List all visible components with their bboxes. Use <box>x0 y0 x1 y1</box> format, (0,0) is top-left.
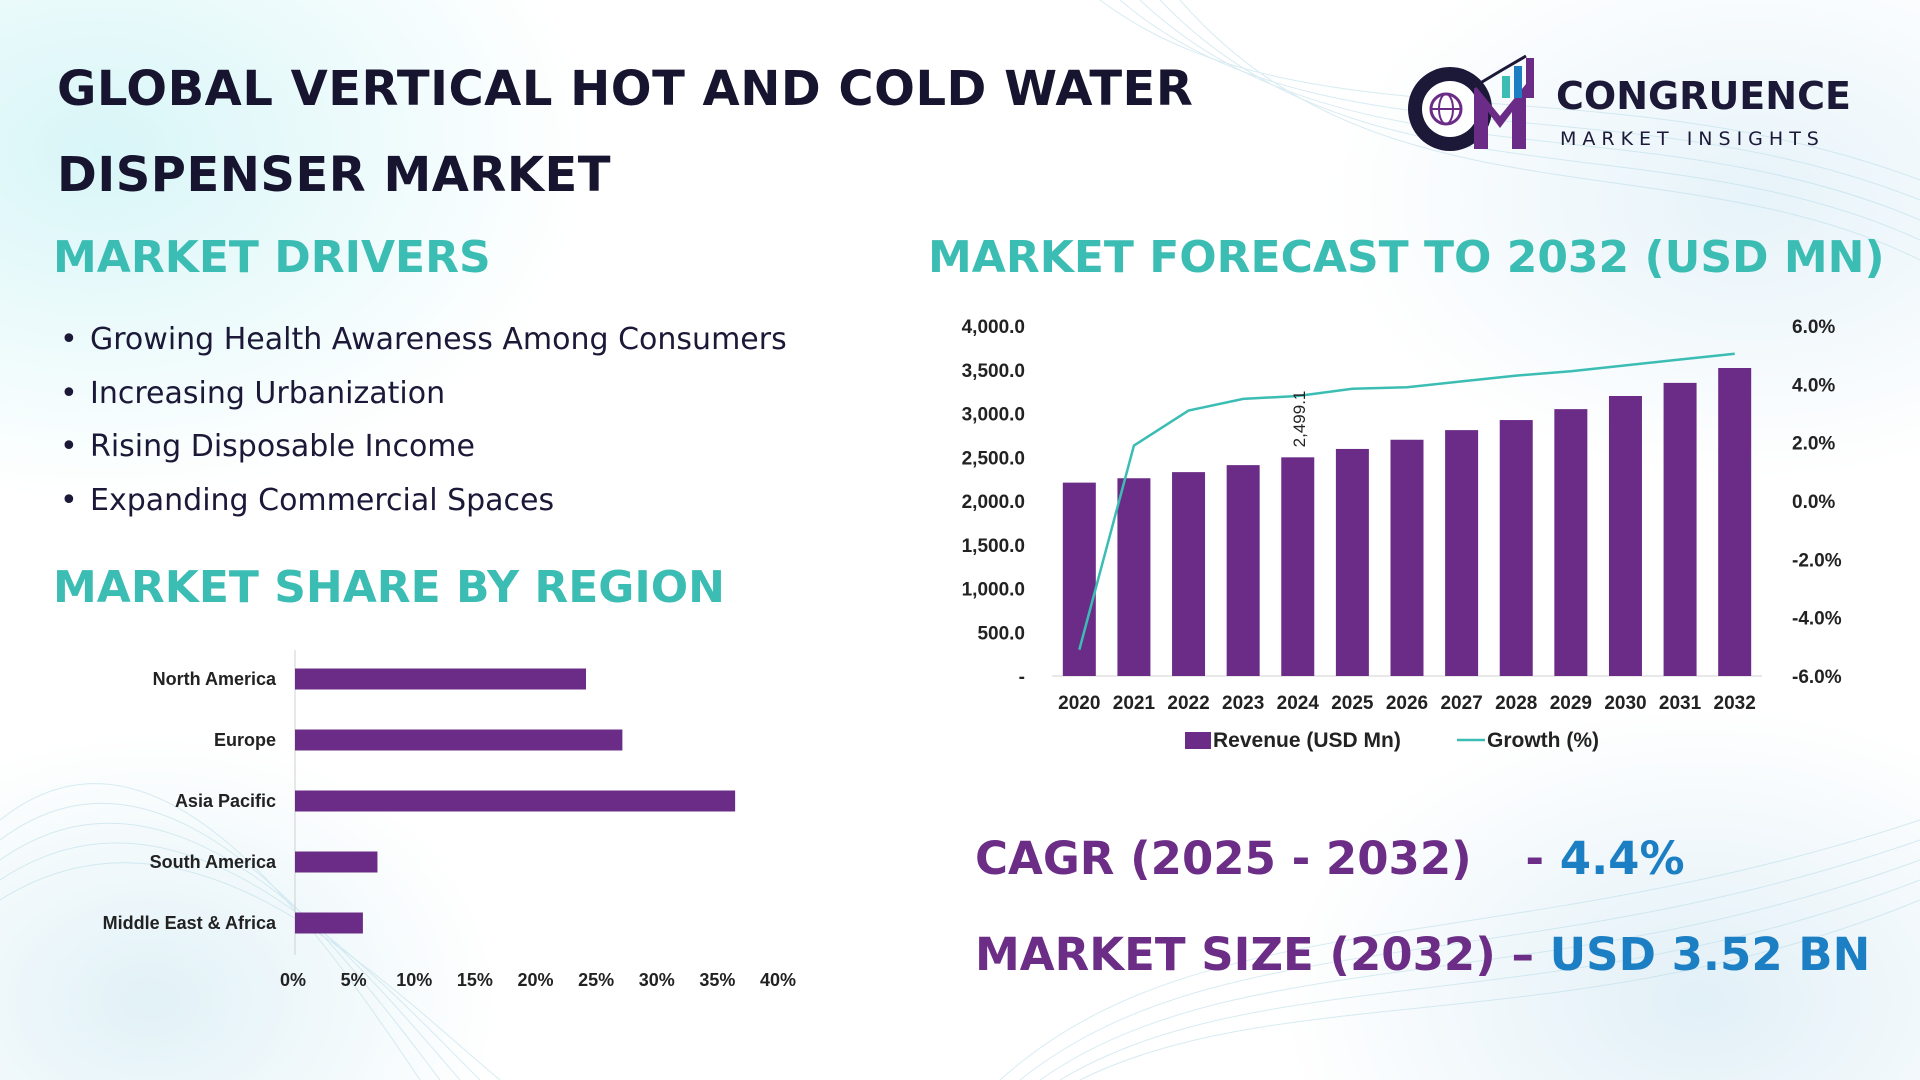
logo-subtitle: MARKET INSIGHTS <box>1560 128 1825 150</box>
cagr-kpi: CAGR (2025 - 2032) - 4.4% <box>975 832 1685 885</box>
region-category-label: Middle East & Africa <box>103 913 277 933</box>
legend-growth-label: Growth (%) <box>1487 729 1599 752</box>
revenue-bar <box>1718 368 1752 676</box>
revenue-bar <box>1554 409 1588 676</box>
region-category-label: South America <box>150 852 277 872</box>
forecast-left-tick-label: 3,500.0 <box>962 361 1025 382</box>
region-bar <box>295 851 378 873</box>
revenue-bar <box>1062 482 1096 676</box>
region-category-label: Asia Pacific <box>175 791 276 811</box>
legend-revenue-label: Revenue (USD Mn) <box>1213 729 1401 752</box>
forecast-left-tick-label: - <box>1019 667 1025 688</box>
forecast-x-tick-label: 2029 <box>1550 693 1592 714</box>
driver-item: Growing Health Awareness Among Consumers <box>60 322 787 376</box>
cagr-value: 4.4% <box>1559 832 1685 885</box>
forecast-x-tick-label: 2020 <box>1058 693 1100 714</box>
forecast-x-tick-label: 2024 <box>1277 693 1320 714</box>
region-bar <box>295 790 736 812</box>
forecast-right-tick-label: -6.0% <box>1792 667 1842 688</box>
revenue-bar <box>1390 439 1424 676</box>
page-title: GLOBAL VERTICAL HOT AND COLD WATER DISPE… <box>57 61 1194 203</box>
revenue-bar <box>1281 457 1315 676</box>
region-x-tick-label: 35% <box>699 970 735 990</box>
region-x-tick-label: 15% <box>457 970 493 990</box>
region-bar <box>295 729 623 751</box>
forecast-left-tick-label: 4,000.0 <box>962 317 1025 338</box>
company-logo: CONGRUENCE MARKET INSIGHTS <box>1402 54 1872 159</box>
forecast-right-tick-label: -4.0% <box>1792 609 1842 630</box>
revenue-bar <box>1226 465 1260 676</box>
forecast-left-tick-label: 1,500.0 <box>962 536 1025 557</box>
forecast-x-tick-label: 2032 <box>1714 693 1756 714</box>
revenue-data-label: 2,499.1 <box>1290 391 1309 448</box>
market-size-value: USD 3.52 BN <box>1549 928 1871 981</box>
forecast-x-tick-label: 2022 <box>1167 693 1209 714</box>
globe-bar-chart-icon <box>1408 54 1534 151</box>
driver-item: Increasing Urbanization <box>60 376 787 430</box>
forecast-heading: MARKET FORECAST TO 2032 (USD MN) <box>928 232 1885 283</box>
forecast-right-tick-label: 2.0% <box>1792 434 1835 455</box>
region-x-tick-label: 30% <box>639 970 675 990</box>
market-size-kpi: MARKET SIZE (2032) – USD 3.52 BN <box>975 928 1870 981</box>
driver-item: Rising Disposable Income <box>60 429 787 483</box>
forecast-x-tick-label: 2021 <box>1113 693 1156 714</box>
drivers-heading: MARKET DRIVERS <box>53 232 491 283</box>
region-x-tick-label: 10% <box>396 970 432 990</box>
forecast-left-tick-label: 2,000.0 <box>962 492 1025 513</box>
forecast-x-tick-label: 2030 <box>1604 693 1646 714</box>
cagr-dash: - <box>1525 832 1560 885</box>
growth-line <box>1078 352 1735 651</box>
market-size-label: MARKET SIZE (2032) <box>975 928 1496 981</box>
forecast-x-tick-label: 2023 <box>1222 693 1264 714</box>
revenue-bar <box>1663 382 1697 676</box>
region-x-tick-label: 40% <box>760 970 796 990</box>
driver-item: Expanding Commercial Spaces <box>60 483 787 537</box>
cagr-label: CAGR (2025 - 2032) <box>975 832 1472 885</box>
forecast-right-tick-label: 6.0% <box>1792 317 1835 338</box>
revenue-bar <box>1608 396 1642 676</box>
region-category-label: North America <box>153 669 277 689</box>
forecast-right-tick-label: 0.0% <box>1792 492 1835 513</box>
forecast-left-tick-label: 3,000.0 <box>962 405 1025 426</box>
region-category-label: Europe <box>214 730 276 750</box>
forecast-right-tick-label: -2.0% <box>1792 550 1842 571</box>
forecast-x-tick-label: 2028 <box>1495 693 1537 714</box>
revenue-bar <box>1499 420 1533 676</box>
revenue-bar <box>1335 448 1369 676</box>
revenue-bar <box>1117 478 1151 676</box>
forecast-x-tick-label: 2027 <box>1440 693 1482 714</box>
forecast-left-tick-label: 2,500.0 <box>962 448 1025 469</box>
forecast-right-tick-label: 4.0% <box>1792 375 1835 396</box>
market-size-dash: – <box>1511 928 1550 981</box>
region-bar <box>295 668 586 690</box>
forecast-x-tick-label: 2025 <box>1331 693 1374 714</box>
legend-revenue-swatch <box>1185 732 1211 749</box>
forecast-left-tick-label: 1,000.0 <box>962 580 1025 601</box>
revenue-bar <box>1172 472 1206 676</box>
region-x-tick-label: 20% <box>517 970 553 990</box>
forecast-left-tick-label: 500.0 <box>977 623 1025 644</box>
logo-name: CONGRUENCE <box>1556 74 1851 118</box>
region-x-tick-label: 5% <box>341 970 367 990</box>
forecast-x-tick-label: 2026 <box>1386 693 1428 714</box>
drivers-list: Growing Health Awareness Among Consumers… <box>60 322 787 536</box>
region-x-tick-label: 25% <box>578 970 614 990</box>
forecast-x-tick-label: 2031 <box>1659 693 1702 714</box>
region-x-tick-label: 0% <box>280 970 306 990</box>
region-bar <box>295 912 363 934</box>
revenue-bar <box>1445 430 1479 676</box>
region-heading: MARKET SHARE BY REGION <box>53 562 725 613</box>
